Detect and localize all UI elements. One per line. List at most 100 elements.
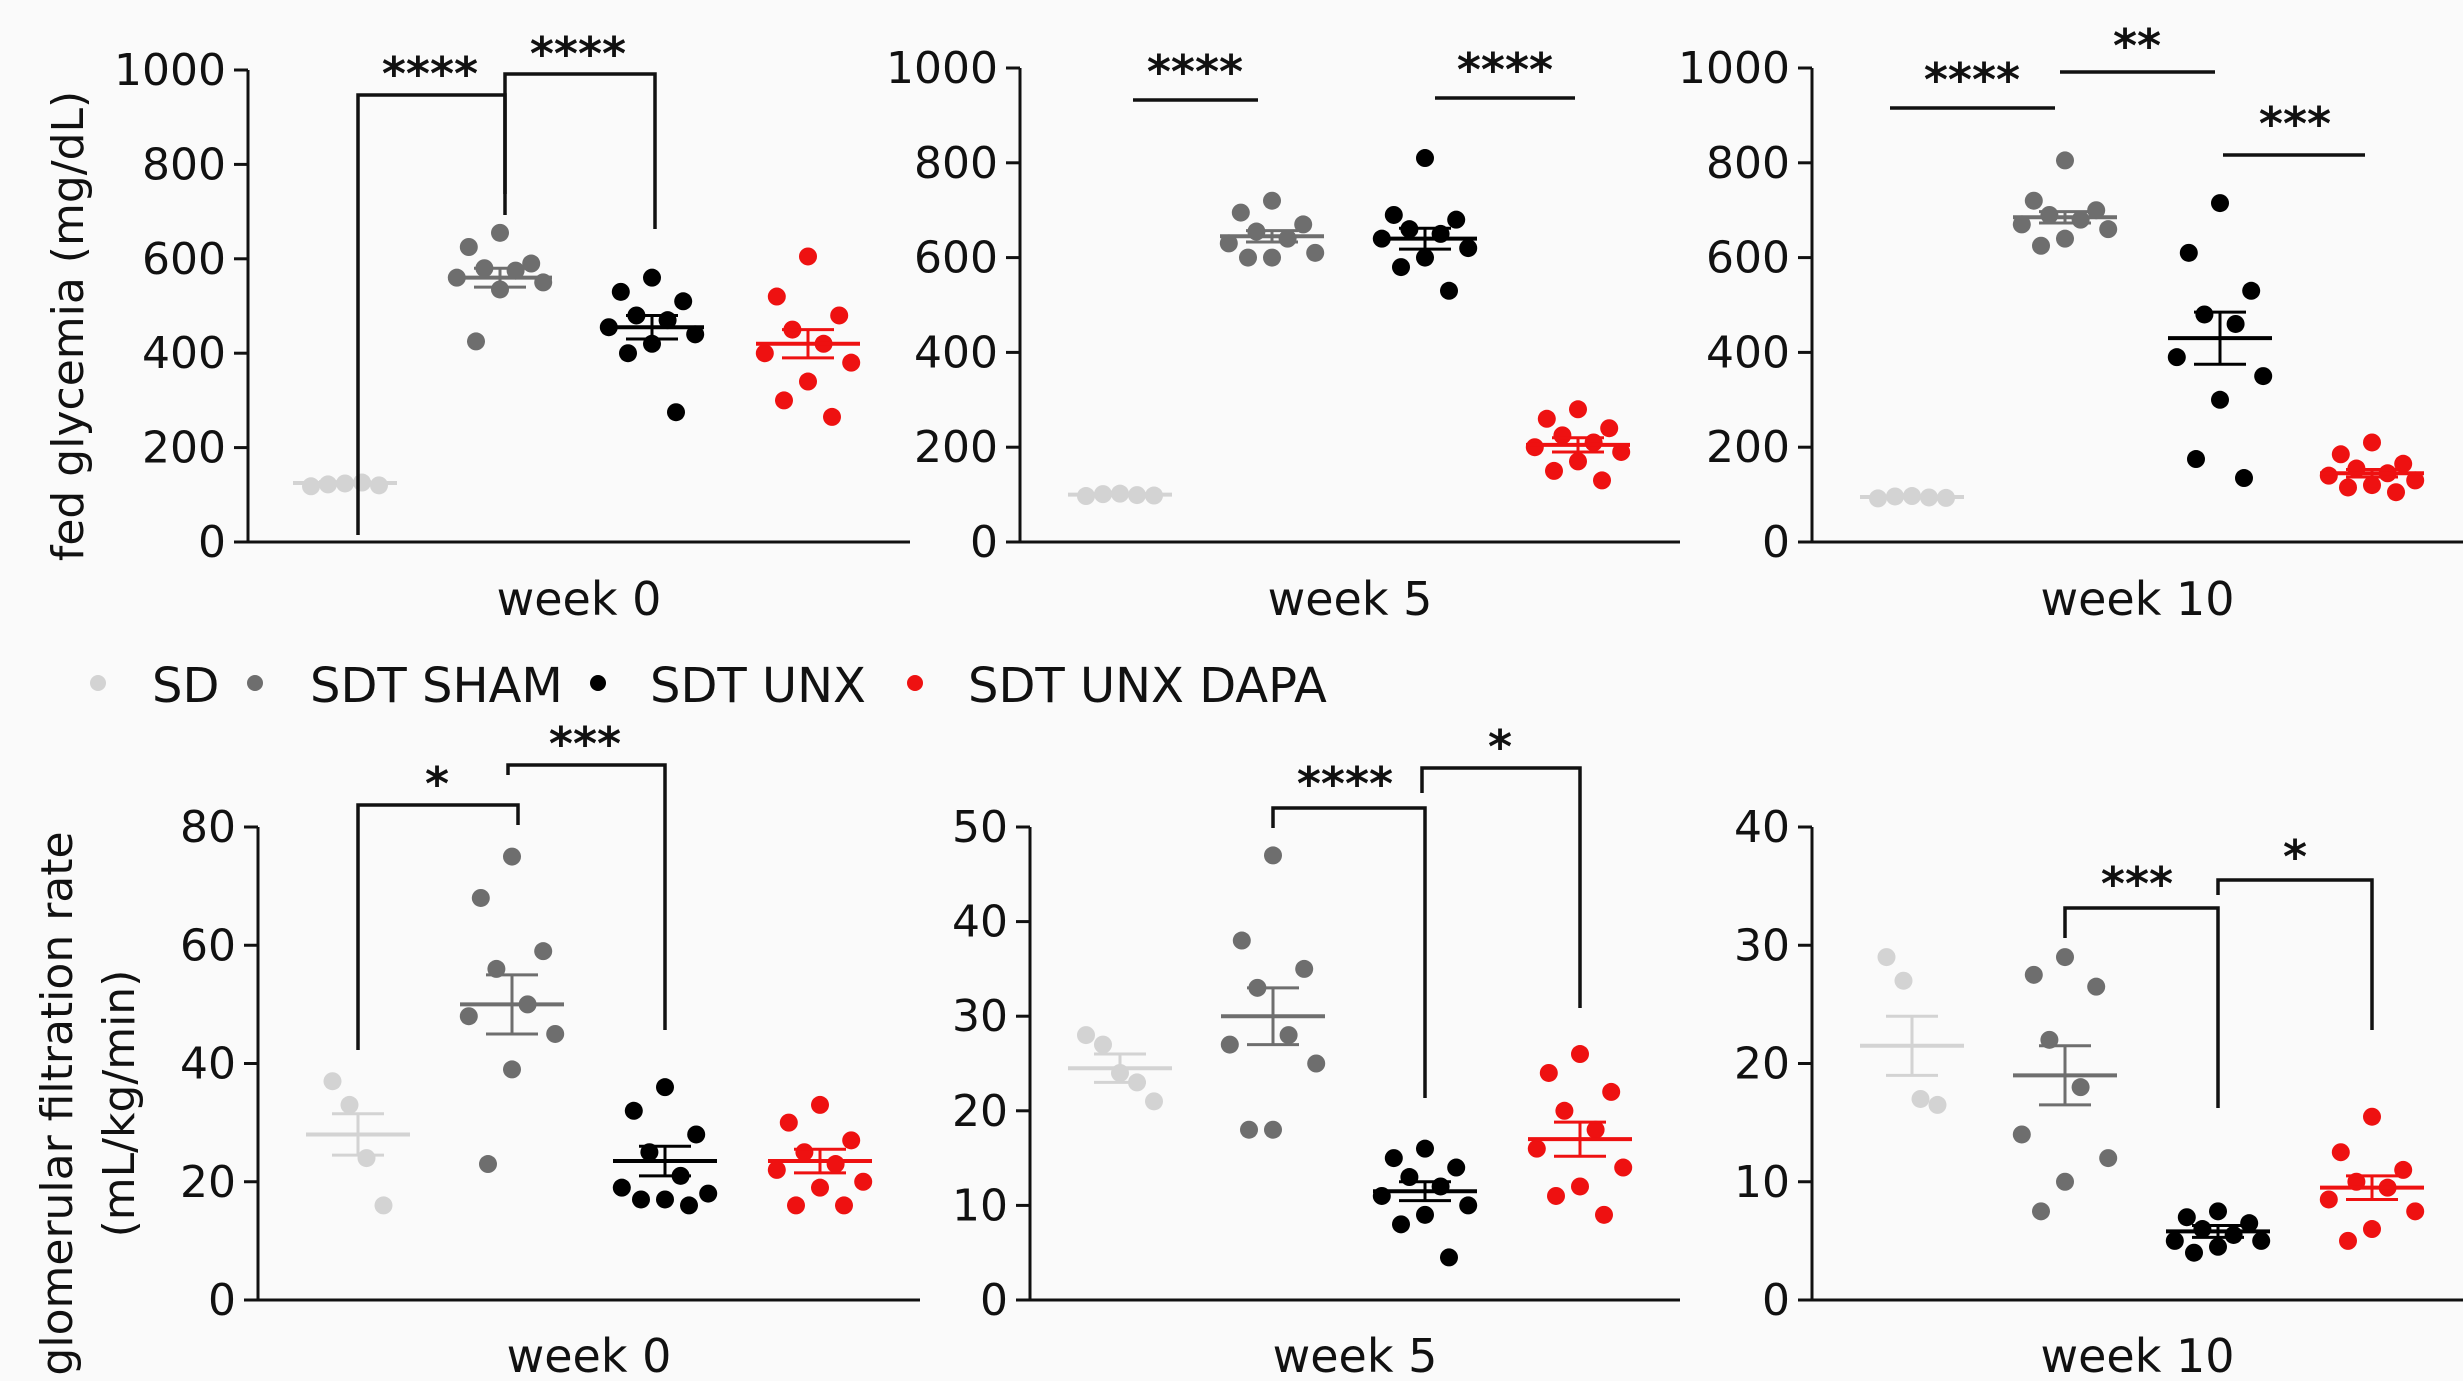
data-point [1219, 234, 1238, 253]
data-point [1231, 203, 1250, 222]
data-point [2363, 1220, 2381, 1239]
data-point [2187, 450, 2205, 469]
y-tick-label: 60 [180, 920, 236, 971]
group-sdt-unx [2167, 194, 2273, 488]
y-tick-label: 0 [208, 1275, 236, 1326]
legend-marker [90, 675, 106, 691]
data-point [503, 1060, 521, 1079]
data-point [1145, 1092, 1163, 1111]
significance-label: ** [2113, 19, 2161, 73]
bracket-line [356, 803, 520, 1050]
data-point [1263, 191, 1281, 210]
legend-item-sdt-unx: SDT UNX [590, 658, 866, 714]
y-tick-label: 30 [1734, 920, 1790, 971]
data-point [534, 942, 553, 961]
data-point [522, 254, 541, 273]
data-point [2071, 1078, 2090, 1097]
data-point [686, 325, 705, 344]
bracket-line [2216, 878, 2374, 1030]
data-point [2056, 151, 2074, 170]
data-point [357, 1149, 376, 1168]
legend-marker [247, 675, 263, 691]
significance-label: * [425, 757, 449, 811]
data-point [1440, 1248, 1458, 1267]
significance-label: *** [549, 717, 621, 771]
data-point [2319, 466, 2338, 485]
y-tick-label: 1000 [1678, 43, 1790, 94]
data-point [2211, 194, 2229, 213]
data-point [1525, 438, 1544, 457]
significance-label: **** [382, 47, 478, 101]
data-point [811, 1178, 829, 1197]
legend: SD SDT SHAM SDT UNX SDT UNX DAPA [90, 658, 1327, 714]
data-point [2394, 1160, 2413, 1179]
y-axis-label: fed glycemia (mg/dL) [43, 91, 94, 561]
data-point [2363, 1107, 2381, 1126]
y-tick-label: 30 [952, 991, 1008, 1042]
data-point [459, 1007, 478, 1026]
data-point [1278, 229, 1297, 248]
y-axis-label: glomerular filtration rate (mL/kg/min) [32, 831, 145, 1375]
data-point [1447, 1158, 1466, 1177]
data-point [1307, 1054, 1326, 1073]
significance-bracket: **** [1435, 43, 1575, 100]
data-point [1239, 248, 1257, 267]
data-point [830, 306, 849, 325]
bracket-line [503, 72, 657, 229]
group-sd [1068, 484, 1172, 506]
group-sdt-unx-dapa [767, 1095, 873, 1215]
data-point [842, 1131, 861, 1150]
data-point [767, 1160, 786, 1179]
group-sdt-unx-dapa [1527, 1045, 1633, 1224]
significance-label: *** [2101, 857, 2173, 911]
data-point [2167, 348, 2186, 367]
data-point [1569, 452, 1587, 471]
group-sdt-sham [2012, 151, 2118, 255]
data-point [842, 353, 861, 372]
legend-item-sdt-sham: SDT SHAM [247, 658, 563, 714]
data-point [1571, 1045, 1589, 1064]
bracket-line [506, 763, 667, 1030]
significance-bracket: * [356, 757, 520, 1050]
data-point [2226, 314, 2245, 333]
data-point [699, 1184, 718, 1203]
y-tick-label: 10 [1734, 1157, 1790, 1208]
chart-panel-6: 0 10 20 30 40 week 10 [1734, 802, 2463, 1381]
data-point [1416, 149, 1434, 168]
data-point [374, 1196, 393, 1215]
data-point [1555, 1101, 1574, 1120]
bracket-line [1271, 806, 1427, 1098]
data-point [2024, 965, 2043, 984]
data-point [1306, 243, 1325, 262]
data-point [1440, 281, 1458, 300]
data-point [767, 287, 786, 306]
data-point [1416, 1205, 1434, 1224]
group-sdt-unx [599, 268, 705, 422]
y-tick-label: 20 [180, 1157, 236, 1208]
y-tick-label: 400 [142, 328, 226, 379]
y-tick-label: 200 [914, 422, 998, 473]
data-point [779, 1113, 798, 1132]
data-point [1263, 248, 1281, 267]
group-sd [293, 473, 397, 496]
chart-panel-1: 0 200 400 600 800 1000 week 0 fed glycemia (mg/… [43, 45, 910, 626]
data-point [2056, 1172, 2074, 1191]
data-point [2363, 433, 2381, 452]
data-point [1539, 1063, 1558, 1082]
y-tick-label: 10 [952, 1180, 1008, 1231]
data-point [2012, 1125, 2031, 1144]
data-point [2387, 483, 2405, 502]
x-axis-label: week 10 [2040, 1329, 2234, 1381]
significance-label: **** [1297, 757, 1393, 811]
group-sd [306, 1072, 410, 1215]
x-axis-label: week 5 [1273, 1329, 1438, 1381]
x-axis-label: week 0 [507, 1329, 672, 1381]
group-sd [1860, 487, 1964, 508]
data-point [2040, 205, 2059, 224]
data-point [491, 223, 509, 242]
y-tick-label: 1000 [114, 45, 226, 96]
data-point [1586, 1120, 1605, 1139]
significance-bracket: * [2216, 830, 2374, 1030]
y-tick-label: 0 [980, 1275, 1008, 1326]
group-sdt-unx-dapa [1525, 400, 1631, 490]
